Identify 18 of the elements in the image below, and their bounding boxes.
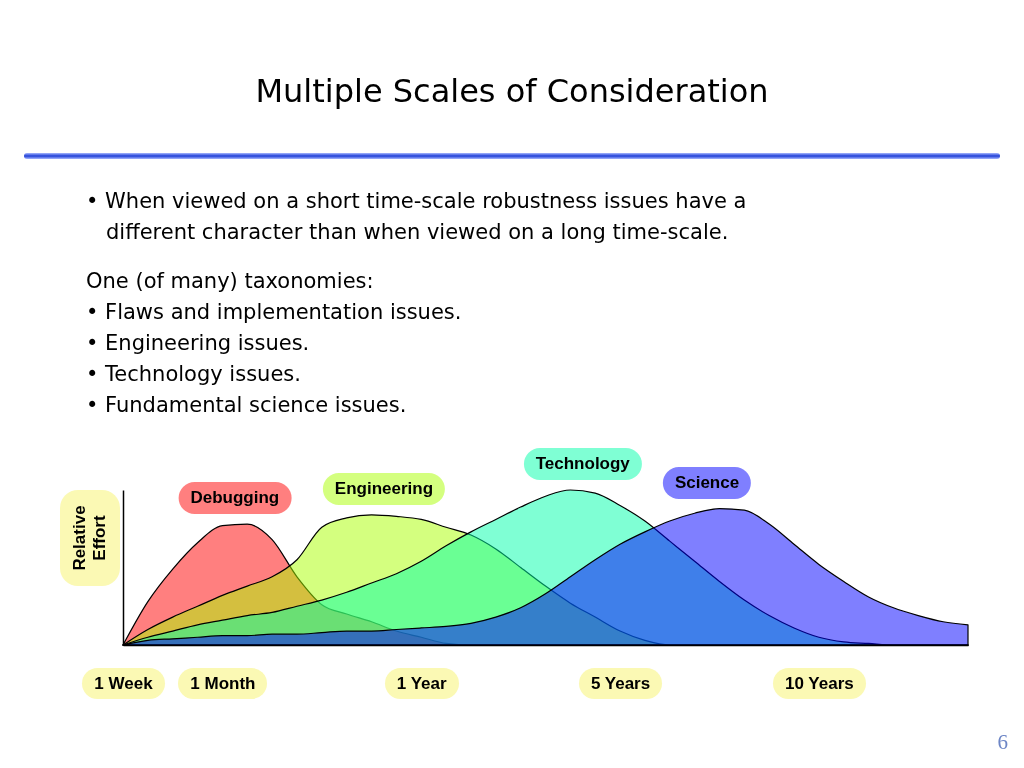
y-axis-title: Relative Effort <box>60 490 120 586</box>
x-tick-label: 1 Year <box>396 673 448 693</box>
x-tick-label: 1 Month <box>190 673 256 693</box>
series-label: Engineering <box>322 472 446 505</box>
x-tick-label: 5 Years <box>590 673 651 693</box>
text: 6 <box>997 730 1008 754</box>
text: • Engineering issues. <box>86 330 311 357</box>
text: • Flaws and implementation issues. <box>86 299 463 326</box>
x-tick-label: 1 Week <box>94 673 154 693</box>
text: • When viewed on a short time-scale robustness issues have a different character than when viewed on a long time-scale. <box>86 188 748 246</box>
series-label: Technology <box>523 448 642 480</box>
text: One (of many) taxonomies: <box>86 268 375 295</box>
x-tick-label: 10 Years <box>785 673 854 693</box>
series-label: Debugging <box>178 482 292 515</box>
text: • Technology issues. <box>86 361 302 388</box>
series-label: Science <box>662 466 752 499</box>
chart-title: Multiple Scales of Consideration <box>254 72 770 110</box>
text: • Fundamental science issues. <box>86 392 408 419</box>
